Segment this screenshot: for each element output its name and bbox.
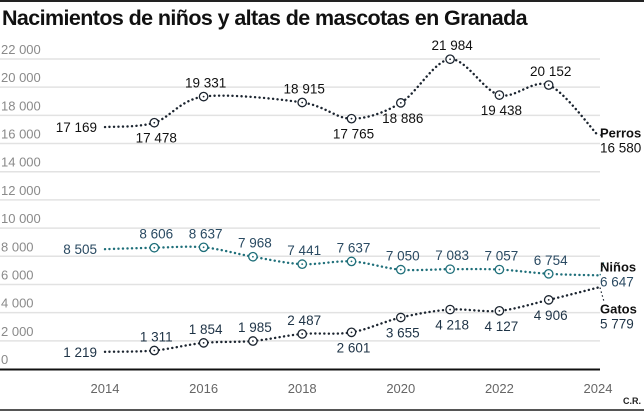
ninos-marker-dot xyxy=(301,263,304,266)
ninos-end-value: 6 647 xyxy=(600,274,634,289)
perros-data-label: 18 915 xyxy=(284,81,325,96)
y-tick-label: 22 000 xyxy=(1,42,41,57)
perros-data-label: 19 331 xyxy=(185,76,226,91)
y-tick-label: 20 000 xyxy=(1,70,41,85)
perros-data-label: 21 984 xyxy=(431,38,473,53)
gatos-marker-dot xyxy=(399,316,402,319)
gatos-data-label: 2 487 xyxy=(287,313,321,328)
x-tick-label: 2014 xyxy=(91,381,120,396)
gatos-data-label: 1 219 xyxy=(63,345,97,360)
y-tick-label: 2 000 xyxy=(1,324,34,339)
ninos-data-label: 7 968 xyxy=(238,236,272,251)
perros-data-label: 17 169 xyxy=(56,120,97,135)
ninos-data-label: 8 505 xyxy=(63,242,97,257)
ninos-marker-dot xyxy=(202,246,205,249)
chart-title: Nacimientos de niños y altas de mascotas… xyxy=(2,6,528,30)
x-axis-ticks: 2014 2016 2018 2020 2022 2024 xyxy=(91,381,613,396)
y-tick-label: 18 000 xyxy=(1,98,41,113)
y-tick-label: 12 000 xyxy=(1,183,41,198)
bottom-rule xyxy=(0,409,644,411)
ninos-marker-dot xyxy=(547,272,550,275)
perros-end-value: 16 580 xyxy=(600,140,641,155)
data-labels: 17 169 17 478 19 331 18 915 17 765 18 886 21 9… xyxy=(56,38,572,360)
perros-marker-dot xyxy=(350,117,353,120)
perros-marker-dot xyxy=(202,95,205,98)
gatos-data-label: 1 311 xyxy=(140,330,173,345)
y-tick-label: 10 000 xyxy=(1,211,41,226)
perros-data-label: 17 765 xyxy=(333,127,374,142)
ninos-marker-dot xyxy=(498,268,501,271)
ninos-data-label: 7 637 xyxy=(337,240,371,255)
perros-marker-dot xyxy=(153,121,156,124)
y-tick-label: 14 000 xyxy=(1,155,41,170)
ninos-data-label: 7 083 xyxy=(435,248,469,263)
perros-marker-dot xyxy=(301,101,304,104)
perros-data-label: 19 438 xyxy=(481,103,522,118)
series-lines xyxy=(103,58,600,354)
perros-marker-dot xyxy=(399,101,402,104)
gatos-data-label: 1 985 xyxy=(238,320,272,335)
gatos-end-value: 5 779 xyxy=(600,317,634,332)
gatos-marker-dot xyxy=(153,349,156,352)
perros-data-label: 17 478 xyxy=(136,131,177,146)
perros-data-label: 20 152 xyxy=(530,64,571,79)
ninos-data-label: 7 050 xyxy=(386,249,420,264)
gatos-data-label: 4 127 xyxy=(485,319,519,334)
gatos-data-label: 4 906 xyxy=(534,308,568,323)
series-markers xyxy=(149,54,554,356)
perros-marker-dot xyxy=(449,58,451,61)
gatos-marker-dot xyxy=(202,341,205,344)
perros-data-label: 18 886 xyxy=(382,111,423,126)
gatos-data-label: 1 854 xyxy=(189,322,223,337)
gatos-marker-dot xyxy=(350,331,353,334)
perros-leader-line xyxy=(599,132,605,136)
x-tick-label: 2018 xyxy=(288,381,317,396)
ninos-marker-dot xyxy=(153,246,156,249)
x-tick-label: 2016 xyxy=(189,381,218,396)
gatos-marker-dot xyxy=(252,340,254,342)
y-tick-label: 6 000 xyxy=(1,267,34,282)
ninos-marker-dot xyxy=(350,260,353,263)
credit-label: C.R. xyxy=(623,396,641,406)
ninos-data-label: 6 754 xyxy=(534,253,568,268)
gatos-data-label: 3 655 xyxy=(386,325,420,340)
ninos-data-label: 7 057 xyxy=(485,249,519,264)
ninos-leader-line xyxy=(599,261,605,276)
gatos-marker-dot xyxy=(449,308,451,311)
ninos-data-label: 8 606 xyxy=(139,227,173,242)
ninos-data-label: 8 637 xyxy=(189,226,223,241)
x-tick-label: 2020 xyxy=(386,381,415,396)
y-tick-label: 8 000 xyxy=(1,239,34,254)
gatos-marker-dot xyxy=(301,333,304,335)
perros-line xyxy=(103,58,600,137)
gatos-data-label: 2 601 xyxy=(337,340,371,355)
x-tick-label: 2022 xyxy=(485,381,514,396)
y-axis-ticks: 0 2 000 4 000 6 000 8 000 10 000 12 000 14 000 1… xyxy=(1,42,41,367)
ninos-series-name: Niños xyxy=(600,259,636,274)
gatos-marker-dot xyxy=(498,309,501,312)
perros-marker-dot xyxy=(547,84,550,86)
gatos-series-name: Gatos xyxy=(600,302,637,317)
ninos-marker-dot xyxy=(399,268,402,271)
gatos-marker-dot xyxy=(547,298,550,301)
x-tick-label: 2024 xyxy=(584,381,613,396)
gatos-data-label: 4 218 xyxy=(435,318,469,333)
perros-marker-dot xyxy=(498,94,501,97)
ninos-marker-dot xyxy=(449,268,451,271)
ninos-data-label: 7 441 xyxy=(287,243,321,258)
y-tick-label: 4 000 xyxy=(1,296,34,311)
gatos-leader-line xyxy=(599,287,605,302)
ninos-marker-dot xyxy=(252,255,254,258)
y-tick-label: 0 xyxy=(1,352,8,367)
y-tick-label: 16 000 xyxy=(1,127,41,142)
perros-series-name: Perros xyxy=(600,125,641,140)
top-rule xyxy=(0,0,644,2)
